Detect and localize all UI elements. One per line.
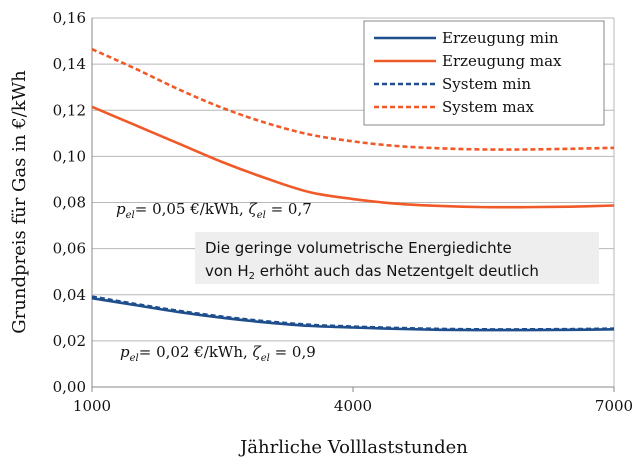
y-axis-title: Grundpreis für Gas in €/kWh [9,70,30,334]
y-tick-label: 0,00 [53,378,86,396]
annotation-upper: pel= 0,05 €/kWh, ζel = 0,7 [116,200,312,221]
legend-label: System min [442,75,531,93]
series-line-system-min [91,295,615,331]
annotation-lower-p: p [120,343,130,361]
annotation-upper-zeta-text: = 0,7 [266,200,312,218]
series-line-erzeugung-min [91,296,615,332]
annotation-lower-zeta-text: = 0,9 [270,343,316,361]
x-tick-label: 4000 [334,397,372,415]
y-tick-label: 0,08 [53,194,86,212]
annotation-upper-p-sub: el [126,210,135,221]
y-tick-label: 0,10 [53,147,86,165]
annotation-lower-zeta: ζ [253,343,262,361]
y-tick-label: 0,04 [53,286,86,304]
y-tick-labels: 0,00 0,02 0,04 0,06 0,08 0,10 0,12 0,14 0,16 [53,9,86,396]
legend-label: System max [442,98,535,116]
y-tick-label: 0,14 [53,55,86,73]
annotation-lower: pel= 0,02 €/kWh, ζel = 0,9 [120,343,316,364]
annotation-upper-zeta-sub: el [257,210,266,221]
legend: Erzeugung min Erzeugung max System min Syst… [363,20,605,126]
explanation-textbox: Die geringe volumetrische Energiedichte … [195,232,599,284]
series-line-system-max [91,47,615,151]
y-tick-label: 0,06 [53,240,86,258]
x-tick-labels: 1000 4000 7000 [73,387,633,415]
textbox-line-2: von H2 erhöht auch das Netzentgelt deutl… [205,262,539,282]
y-tick-label: 0,12 [53,101,86,119]
annotation-lower-zeta-sub: el [261,353,270,364]
annotation-upper-p-text: = 0,05 €/kWh, [135,200,249,218]
annotation-lower-p-text: = 0,02 €/kWh, [139,343,253,361]
y-tick-label: 0,02 [53,332,86,350]
textbox-background [195,232,599,284]
y-tick-label: 0,16 [53,9,86,27]
x-tick-label: 7000 [595,397,633,415]
x-tick-label: 1000 [73,397,111,415]
textbox-line-2-sub: 2 [249,271,255,282]
gridlines [92,17,614,388]
legend-label: Erzeugung min [442,29,559,47]
series-lines [91,47,615,332]
series-line-erzeugung-max [91,105,615,209]
annotation-lower-p-sub: el [130,353,139,364]
annotation-upper-p: p [116,200,126,218]
textbox-line-1: Die geringe volumetrische Energiedichte [205,239,512,257]
textbox-line-2-post: erhöht auch das Netzentgelt deutlich [255,262,539,280]
x-axis-title: Jährliche Volllaststunden [238,437,468,458]
annotation-upper-zeta: ζ [249,200,258,218]
legend-label: Erzeugung max [442,52,562,70]
textbox-line-2-pre: von H [205,262,249,280]
